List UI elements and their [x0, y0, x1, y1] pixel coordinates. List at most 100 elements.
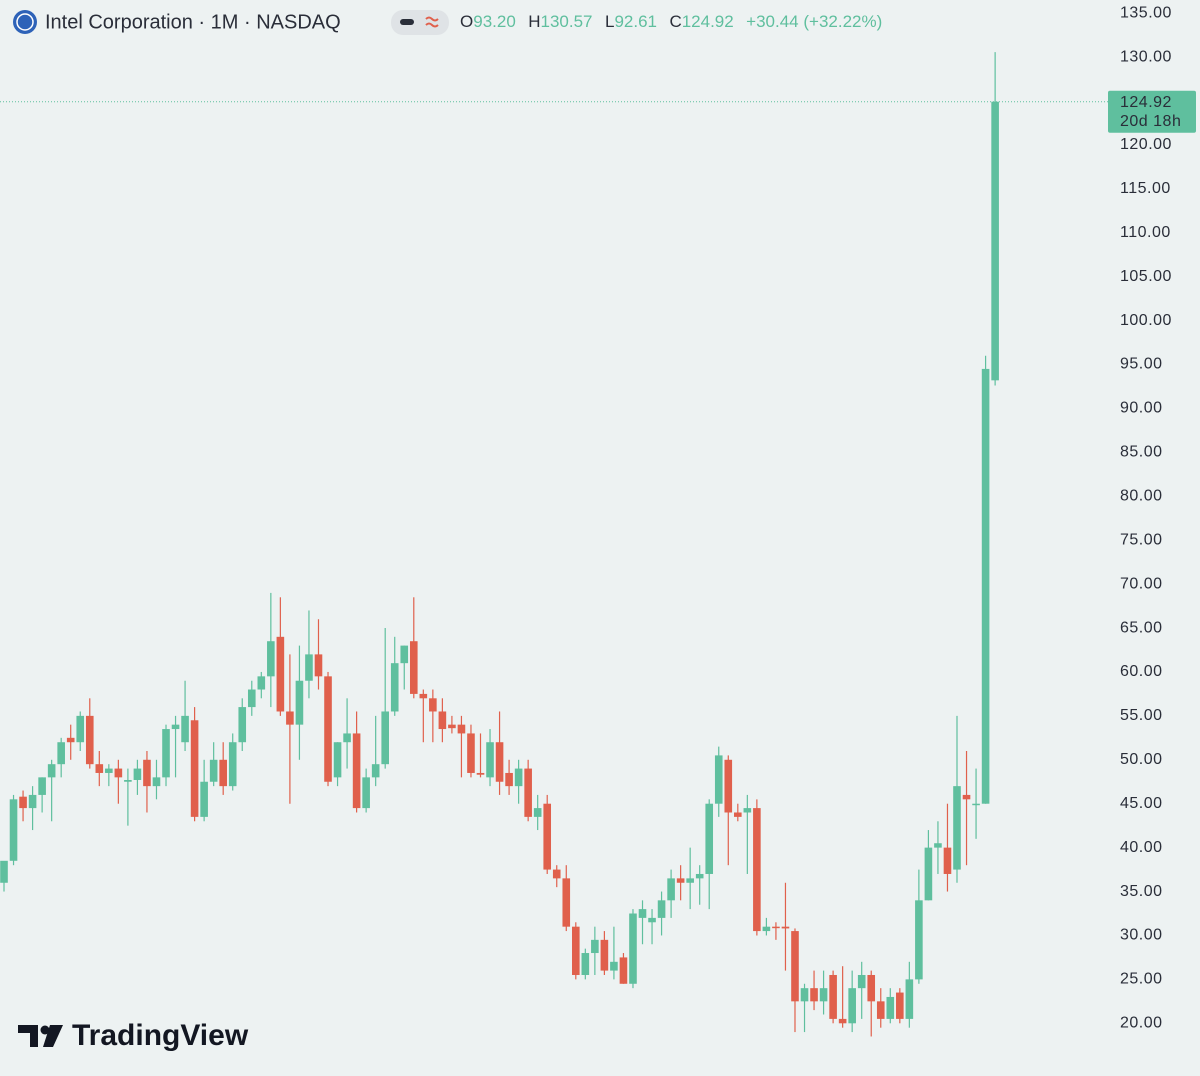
- candle-body: [448, 724, 456, 729]
- candle-body: [276, 636, 285, 712]
- candle-body: [991, 101, 999, 381]
- candle-body: [28, 794, 37, 809]
- y-tick-label: 135.00: [1120, 4, 1172, 21]
- last-price-label: 124.92: [1120, 94, 1172, 111]
- logo-ring: [16, 13, 34, 31]
- candle-body: [352, 733, 361, 809]
- candle-body: [572, 926, 580, 975]
- pill-wave: [425, 16, 439, 28]
- candle-body: [343, 733, 351, 743]
- candle-body: [324, 676, 332, 782]
- candle-body: [867, 974, 876, 1002]
- y-tick-label: 50.00: [1120, 751, 1163, 768]
- y-tick-label: 85.00: [1120, 444, 1163, 461]
- candle-body: [38, 777, 46, 795]
- candle-body: [76, 715, 85, 743]
- candle-body: [762, 926, 771, 932]
- candle-body: [200, 781, 208, 817]
- candle-body: [105, 768, 113, 773]
- candle-body: [829, 974, 837, 1019]
- y-tick-label: 20.00: [1120, 1015, 1163, 1032]
- candle-body: [429, 698, 437, 712]
- high-value: 130.57: [541, 12, 593, 31]
- candle-body: [209, 759, 218, 782]
- candle-body: [714, 755, 723, 804]
- candle-body: [686, 878, 694, 883]
- candle-body: [114, 768, 123, 778]
- candle-body: [905, 979, 914, 1019]
- candle-body: [676, 878, 685, 883]
- high-label: H: [528, 12, 540, 31]
- candle-body: [915, 900, 923, 980]
- y-tick-label: 100.00: [1120, 312, 1172, 329]
- open-label: O: [460, 12, 473, 31]
- candle-body: [133, 768, 142, 780]
- tv-logo-dot: [40, 1025, 50, 1035]
- candle-body: [362, 777, 370, 809]
- candle-body: [857, 974, 866, 989]
- last-price-box: [1108, 90, 1196, 133]
- candle-body: [181, 715, 189, 743]
- candle-body: [781, 926, 790, 929]
- candle-body: [743, 808, 752, 813]
- y-tick-label: 130.00: [1120, 48, 1172, 65]
- candle-body: [791, 931, 799, 1002]
- candle-body: [896, 992, 904, 1019]
- close-label: C: [669, 12, 681, 31]
- low-label: L: [605, 12, 614, 31]
- candle-body: [143, 759, 151, 787]
- header: Intel Corporation · 1M · NASDAQ O93.20 H…: [13, 10, 882, 35]
- indicator-pill: [391, 10, 449, 35]
- close-value: 124.92: [682, 12, 734, 31]
- y-tick-label: 120.00: [1120, 136, 1172, 153]
- watermark: TradingView: [18, 1019, 249, 1052]
- candle-body: [190, 720, 199, 817]
- candle-body: [247, 689, 256, 708]
- y-tick-label: 110.00: [1120, 224, 1171, 241]
- candle-body: [819, 988, 828, 1002]
- y-tick-label: 75.00: [1120, 531, 1163, 548]
- candle-body: [514, 768, 523, 787]
- y-tick-label: 65.00: [1120, 619, 1163, 636]
- candle-body: [476, 772, 485, 775]
- candle-body: [314, 654, 323, 677]
- low-value: 92.61: [614, 12, 657, 31]
- y-tick-label: 80.00: [1120, 487, 1163, 504]
- candle-body: [400, 645, 409, 664]
- y-tick-label: 105.00: [1120, 268, 1172, 285]
- y-tick-label: 95.00: [1120, 356, 1163, 373]
- candle-body: [305, 654, 313, 681]
- candle-body: [162, 729, 170, 778]
- candle-body: [562, 878, 571, 927]
- candle-body: [409, 641, 418, 694]
- candle-body: [57, 742, 65, 765]
- candle-body: [495, 742, 504, 782]
- candle-body: [124, 779, 132, 782]
- candle-body: [886, 996, 895, 1019]
- candle-body: [591, 939, 599, 954]
- candle-body: [381, 711, 389, 765]
- y-tick-label: 35.00: [1120, 883, 1163, 900]
- candle-body: [543, 803, 552, 870]
- tv-logo-slash: [43, 1025, 63, 1047]
- tv-logo-bar: [18, 1025, 38, 1047]
- candle-body: [257, 676, 266, 690]
- candle-body: [629, 913, 637, 984]
- candle-body: [638, 909, 647, 918]
- ohlc-legend: O93.20 H130.57 L92.61 C124.92 +30.44 (+3…: [460, 12, 882, 31]
- candle-body: [734, 812, 742, 817]
- candle-body: [953, 786, 961, 870]
- candle-body: [876, 1001, 885, 1019]
- y-tick-label: 60.00: [1120, 663, 1163, 680]
- candle-body: [467, 733, 475, 773]
- candle-body: [419, 693, 428, 699]
- candle-body: [85, 715, 94, 765]
- candle-body: [981, 368, 990, 804]
- candle-body: [486, 742, 494, 778]
- candle-body: [667, 878, 675, 901]
- candle-body: [838, 1018, 847, 1024]
- candle-body: [648, 917, 656, 923]
- candle-body: [267, 641, 275, 677]
- y-tick-label: 55.00: [1120, 707, 1163, 724]
